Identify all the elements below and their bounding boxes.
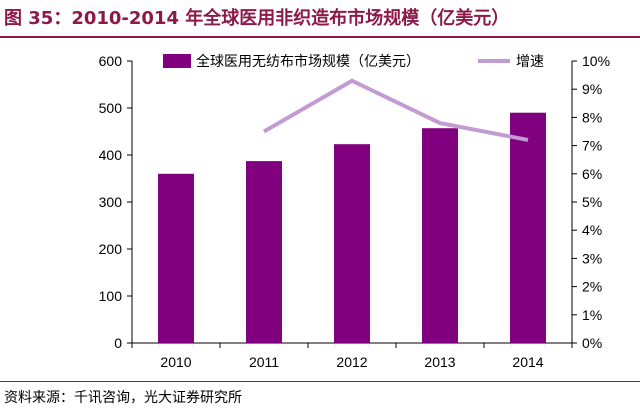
- line-series: [263, 78, 529, 142]
- y-right-tick-label: 9%: [582, 81, 602, 97]
- bar: [334, 144, 370, 343]
- y-right-tick-label: 6%: [582, 166, 602, 182]
- legend-bar-swatch: [163, 54, 191, 68]
- y-right-tick-label: 7%: [582, 138, 602, 154]
- bar: [510, 112, 546, 343]
- bar: [422, 128, 458, 343]
- chart-axes: 0 100 200 300 400 500 600 0% 1% 2% 3% 4% 5% 6% 7% 8% 9% 1…: [99, 53, 610, 370]
- y-right-tick-label: 8%: [582, 109, 602, 125]
- bar: [246, 161, 282, 343]
- y-left-tick-label: 300: [99, 194, 123, 210]
- y-left-tick-label: 0: [114, 335, 122, 351]
- x-tick-label: 2014: [512, 354, 543, 370]
- x-tick-label: 2013: [424, 354, 455, 370]
- y-right-tick-label: 0%: [582, 335, 602, 351]
- figure-source: 资料来源：千讯咨询，光大证券研究所: [4, 390, 242, 406]
- y-right-tick-label: 4%: [582, 222, 602, 238]
- title-rule: [0, 36, 640, 38]
- x-tick-label: 2012: [336, 354, 367, 370]
- x-tick-label: 2010: [160, 354, 191, 370]
- y-left-tick-label: 100: [99, 288, 123, 304]
- source-rule: [0, 381, 640, 382]
- chart: 0 100 200 300 400 500 600 0% 1% 2% 3% 4% 5% 6% 7% 8% 9% 1…: [99, 53, 610, 370]
- y-left-tick-label: 400: [99, 147, 123, 163]
- figure-title: 图 35：2010-2014 年全球医用非织造布市场规模（亿美元）: [4, 8, 510, 29]
- x-tick-label: 2011: [249, 354, 279, 370]
- y-right-tick-label: 3%: [582, 250, 602, 266]
- bar-series: [158, 112, 546, 343]
- chart-legend: 全球医用无纺布市场规模（亿美元） 增速: [163, 53, 544, 69]
- bar: [158, 173, 194, 343]
- y-right-tick-label: 5%: [582, 194, 602, 210]
- growth-line: [263, 78, 529, 142]
- y-right-tick-label: 2%: [582, 279, 602, 295]
- y-left-tick-label: 600: [99, 53, 123, 69]
- y-right-tick-label: 1%: [582, 307, 602, 323]
- legend-bar-label: 全球医用无纺布市场规模（亿美元）: [196, 53, 420, 69]
- y-left-tick-label: 500: [99, 100, 123, 116]
- y-right-tick-label: 10%: [582, 53, 610, 69]
- y-left-tick-label: 200: [99, 241, 123, 257]
- legend-line-label: 增速: [516, 53, 544, 69]
